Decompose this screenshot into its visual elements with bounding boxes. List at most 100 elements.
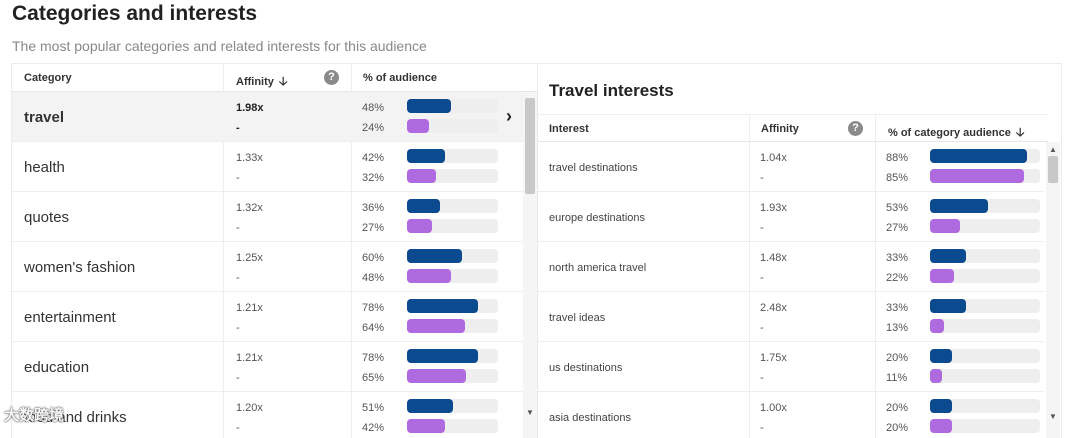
audience-bar-track	[930, 299, 1040, 313]
chevron-right-icon[interactable]: ›	[506, 106, 512, 126]
comparison-bar-track	[407, 169, 498, 183]
comparison-percent: 27%	[886, 222, 909, 234]
interest-row[interactable]: travel destinations 1.04x - 88% 85%	[538, 142, 1044, 192]
arrow-down-icon: 🡣	[1015, 125, 1025, 139]
interest-name: europe destinations	[549, 212, 646, 224]
comparison-bar	[407, 369, 466, 383]
audience-bar	[930, 399, 952, 413]
affinity-secondary: -	[236, 172, 240, 184]
category-name: entertainment	[24, 309, 116, 326]
category-name: food and drinks	[24, 409, 127, 426]
column-header-percent[interactable]: % of category audience 🡣	[888, 123, 1025, 144]
affinity-secondary: -	[760, 372, 764, 384]
audience-percent: 42%	[362, 152, 385, 164]
comparison-bar-track	[407, 219, 498, 233]
category-row[interactable]: quotes 1.32x - 36% 27%	[12, 192, 523, 242]
affinity-secondary: -	[760, 272, 764, 284]
audience-percent: 51%	[362, 402, 385, 414]
comparison-bar-track	[930, 169, 1040, 183]
comparison-bar-track	[930, 319, 1040, 333]
column-divider	[351, 64, 352, 438]
audience-bar	[407, 299, 478, 313]
column-header-affinity[interactable]: Affinity	[761, 123, 799, 135]
affinity-secondary: -	[236, 422, 240, 434]
category-row[interactable]: women's fashion 1.25x - 60% 48%	[12, 242, 523, 292]
affinity-secondary: -	[760, 222, 764, 234]
affinity-value: 2.48x	[760, 302, 787, 314]
interest-row[interactable]: asia destinations 1.00x - 20% 20%	[538, 392, 1044, 438]
audience-percent: 78%	[362, 302, 385, 314]
audience-bar-track	[930, 199, 1040, 213]
interest-name: asia destinations	[549, 412, 631, 424]
affinity-value: 1.21x	[236, 352, 263, 364]
audience-bar-track	[930, 149, 1040, 163]
affinity-secondary: -	[236, 272, 240, 284]
comparison-bar	[407, 269, 451, 283]
help-icon[interactable]: ?	[324, 70, 339, 85]
scrollbar-thumb[interactable]	[1048, 156, 1058, 183]
affinity-value: 1.32x	[236, 202, 263, 214]
affinity-value: 1.98x	[236, 102, 264, 114]
audience-percent: 78%	[362, 352, 385, 364]
scroll-up-icon[interactable]: ▲	[1049, 145, 1057, 154]
affinity-value: 1.75x	[760, 352, 787, 364]
comparison-bar	[930, 419, 952, 433]
comparison-bar-track	[407, 269, 498, 283]
audience-bar-track	[407, 299, 498, 313]
comparison-percent: 11%	[886, 372, 908, 384]
comparison-percent: 20%	[886, 422, 909, 434]
column-divider	[749, 114, 750, 438]
comparison-bar	[407, 219, 432, 233]
comparison-percent: 22%	[886, 272, 909, 284]
interest-row[interactable]: europe destinations 1.93x - 53% 27%	[538, 192, 1044, 242]
affinity-secondary: -	[236, 222, 240, 234]
affinity-value: 1.33x	[236, 152, 263, 164]
category-row[interactable]: food and drinks 1.20x - 51% 42%	[12, 392, 523, 438]
comparison-bar	[407, 169, 436, 183]
audience-bar-track	[407, 99, 498, 113]
category-row[interactable]: health 1.33x - 42% 32%	[12, 142, 523, 192]
audience-percent: 60%	[362, 252, 385, 264]
interest-row[interactable]: north america travel 1.48x - 33% 22%	[538, 242, 1044, 292]
audience-percent: 36%	[362, 202, 385, 214]
column-header-affinity[interactable]: Affinity 🡣	[236, 72, 288, 93]
audience-bar	[930, 299, 966, 313]
interests-scrollbar[interactable]: ▲ ▼	[1046, 142, 1060, 438]
interest-name: travel destinations	[549, 162, 638, 174]
scrollbar-thumb[interactable]	[525, 98, 535, 194]
affinity-secondary: -	[236, 122, 240, 134]
audience-bar-track	[930, 399, 1040, 413]
category-row[interactable]: travel 1.98x - 48% 24% ›	[12, 92, 523, 142]
comparison-bar	[930, 369, 942, 383]
comparison-bar	[930, 269, 954, 283]
audience-bar	[930, 249, 966, 263]
interest-row[interactable]: travel ideas 2.48x - 33% 13%	[538, 292, 1044, 342]
category-row[interactable]: education 1.21x - 78% 65%	[12, 342, 523, 392]
comparison-percent: 64%	[362, 322, 385, 334]
watermark: 大数跨境	[4, 407, 65, 424]
affinity-value: 1.00x	[760, 402, 787, 414]
affinity-secondary: -	[236, 322, 240, 334]
interest-name: north america travel	[549, 262, 647, 274]
audience-percent: 88%	[886, 152, 909, 164]
comparison-percent: 13%	[886, 322, 909, 334]
help-icon[interactable]: ?	[848, 121, 863, 136]
column-divider	[875, 114, 876, 438]
audience-percent: 20%	[886, 352, 909, 364]
column-header-percent: % of audience	[363, 72, 437, 84]
comparison-bar	[407, 319, 465, 333]
comparison-percent: 24%	[362, 122, 385, 134]
affinity-secondary: -	[760, 322, 764, 334]
affinity-value: 1.04x	[760, 152, 787, 164]
categories-scrollbar[interactable]: ▼	[523, 92, 537, 438]
comparison-bar	[930, 169, 1024, 183]
interest-name: us destinations	[549, 362, 623, 374]
interest-row[interactable]: us destinations 1.75x - 20% 11%	[538, 342, 1044, 392]
scroll-down-icon[interactable]: ▼	[1049, 412, 1057, 421]
audience-percent: 33%	[886, 252, 909, 264]
comparison-bar	[407, 119, 429, 133]
category-row[interactable]: entertainment 1.21x - 78% 64%	[12, 292, 523, 342]
scroll-down-icon[interactable]: ▼	[526, 408, 534, 417]
interest-name: travel ideas	[549, 312, 606, 324]
arrow-down-icon: 🡣	[278, 74, 288, 88]
